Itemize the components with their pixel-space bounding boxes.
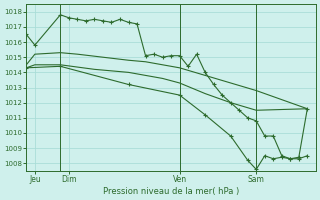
X-axis label: Pression niveau de la mer( hPa ): Pression niveau de la mer( hPa ) xyxy=(103,187,239,196)
